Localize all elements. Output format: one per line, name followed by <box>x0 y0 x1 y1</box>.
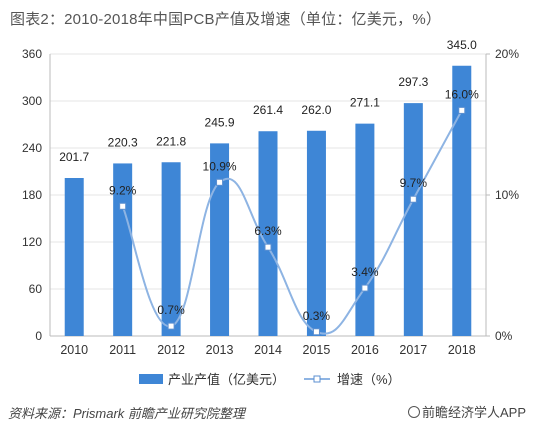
growth-marker <box>119 202 127 210</box>
legend-label-bar: 产业产值（亿美元） <box>168 372 285 387</box>
y-left-tick-label: 360 <box>22 47 42 61</box>
x-tick-label: 2010 <box>60 343 88 357</box>
growth-value-label: 3.4% <box>351 265 379 279</box>
growth-marker <box>216 178 224 186</box>
y-left-tick-label: 0 <box>35 329 42 343</box>
growth-value-label: 9.2% <box>109 183 137 197</box>
legend-swatch-bar <box>139 374 163 384</box>
brand-label: 前瞻经济学人APP <box>421 405 526 420</box>
bar <box>403 103 423 337</box>
growth-marker <box>264 243 272 251</box>
brand-mark: 前瞻经济学人APP <box>407 402 526 421</box>
bar <box>64 178 84 336</box>
legend-swatch-marker <box>313 375 321 383</box>
legend-label-line: 增速（%） <box>337 372 401 387</box>
bar-value-label: 261.4 <box>253 103 283 117</box>
bar <box>258 131 278 336</box>
bar <box>355 123 375 336</box>
growth-marker <box>312 328 320 336</box>
y-left-tick-label: 300 <box>22 94 42 108</box>
y-left-tick-label: 180 <box>22 188 42 202</box>
bar-value-label: 245.9 <box>205 115 235 129</box>
growth-value-label: 16.0% <box>445 87 479 101</box>
x-tick-label: 2016 <box>351 343 379 357</box>
y-left-tick-label: 240 <box>22 141 42 155</box>
x-tick-label: 2015 <box>303 343 331 357</box>
bar-value-label: 262.0 <box>301 103 331 117</box>
y-left-tick-label: 60 <box>29 282 43 296</box>
bar-value-label: 221.8 <box>156 134 186 148</box>
x-tick-label: 2012 <box>157 343 185 357</box>
x-tick-label: 2013 <box>206 343 234 357</box>
bar <box>306 130 326 336</box>
y-left-tick-label: 120 <box>22 235 42 249</box>
growth-value-label: 0.7% <box>157 303 185 317</box>
bar <box>161 162 181 336</box>
growth-marker <box>361 284 369 292</box>
bar-value-label: 297.3 <box>398 75 428 89</box>
bar-value-label: 201.7 <box>59 150 89 164</box>
x-tick-label: 2017 <box>399 343 427 357</box>
bar <box>113 163 133 336</box>
growth-marker <box>458 106 466 114</box>
x-tick-label: 2011 <box>109 343 136 357</box>
growth-value-label: 9.7% <box>400 176 428 190</box>
chart-title: 图表2：2010-2018年中国PCB产值及增速（单位：亿美元，%） <box>10 11 442 28</box>
growth-marker <box>409 195 417 203</box>
bar <box>452 65 472 336</box>
bar <box>210 143 230 336</box>
bar-value-label: 271.1 <box>350 96 380 110</box>
growth-value-label: 6.3% <box>254 224 282 238</box>
y-right-tick-label: 0% <box>495 329 513 343</box>
growth-value-label: 0.3% <box>303 309 331 323</box>
growth-marker <box>167 322 175 330</box>
source-note: 资料来源：Prismark 前瞻产业研究院整理 <box>8 406 245 421</box>
y-right-tick-label: 20% <box>495 47 519 61</box>
bar-value-label: 345.0 <box>447 38 477 52</box>
growth-value-label: 10.9% <box>203 159 237 173</box>
bar-value-label: 220.3 <box>108 135 138 149</box>
x-tick-label: 2018 <box>448 343 476 357</box>
brand-icon <box>407 406 420 418</box>
y-right-tick-label: 10% <box>495 188 519 202</box>
x-tick-label: 2014 <box>254 343 282 357</box>
